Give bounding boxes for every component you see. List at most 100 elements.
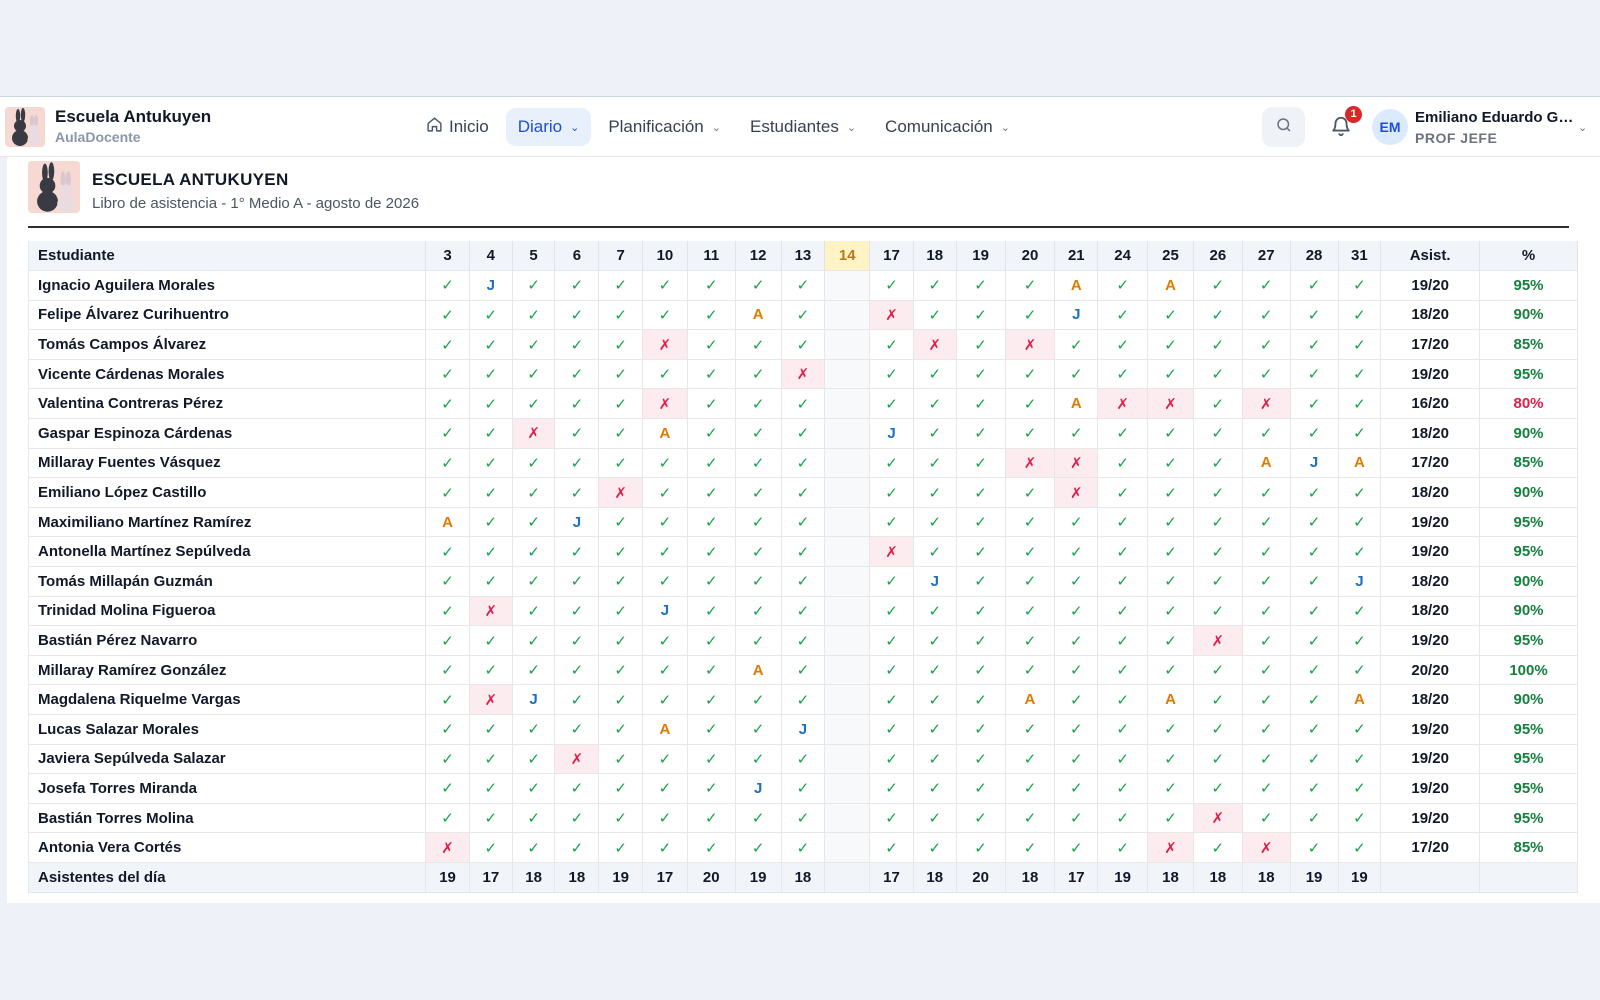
present-mark[interactable]: ✓ xyxy=(425,803,470,834)
present-mark[interactable]: ✓ xyxy=(687,329,736,360)
present-mark[interactable]: ✓ xyxy=(735,596,782,627)
present-mark[interactable]: ✓ xyxy=(1338,832,1382,863)
present-mark[interactable]: ✓ xyxy=(913,714,957,745)
present-mark[interactable]: ✓ xyxy=(913,300,957,331)
present-mark[interactable]: ✓ xyxy=(781,448,826,479)
present-mark[interactable]: ✓ xyxy=(425,270,470,301)
present-mark[interactable]: ✓ xyxy=(781,507,826,538)
present-mark[interactable]: ✓ xyxy=(1005,596,1056,627)
present-mark[interactable]: ✓ xyxy=(735,744,782,775)
present-mark[interactable]: ✓ xyxy=(512,832,556,863)
late-mark[interactable]: A xyxy=(425,507,470,538)
present-mark[interactable]: ✓ xyxy=(781,625,826,656)
present-mark[interactable]: ✓ xyxy=(512,655,556,686)
present-mark[interactable]: ✓ xyxy=(598,773,644,804)
present-mark[interactable]: ✓ xyxy=(1097,418,1149,449)
present-mark[interactable]: ✓ xyxy=(735,359,782,390)
present-mark[interactable]: ✓ xyxy=(554,773,600,804)
late-mark[interactable]: A xyxy=(642,418,688,449)
present-mark[interactable]: ✓ xyxy=(781,773,826,804)
present-mark[interactable]: ✓ xyxy=(554,359,600,390)
present-mark[interactable]: ✓ xyxy=(687,684,736,715)
present-mark[interactable]: ✓ xyxy=(598,744,644,775)
present-mark[interactable]: ✓ xyxy=(1005,714,1056,745)
present-mark[interactable]: ✓ xyxy=(956,803,1006,834)
present-mark[interactable]: ✓ xyxy=(1147,714,1194,745)
justified-mark[interactable]: J xyxy=(554,507,600,538)
present-mark[interactable]: ✓ xyxy=(425,655,470,686)
present-mark[interactable]: ✓ xyxy=(913,803,957,834)
present-mark[interactable]: ✓ xyxy=(1097,536,1149,568)
present-mark[interactable]: ✓ xyxy=(469,832,513,863)
search-button[interactable] xyxy=(1262,107,1305,147)
present-mark[interactable]: ✓ xyxy=(642,832,688,863)
present-mark[interactable]: ✓ xyxy=(469,448,513,479)
present-mark[interactable]: ✓ xyxy=(1338,359,1382,390)
present-mark[interactable]: ✓ xyxy=(512,448,556,479)
present-mark[interactable]: ✓ xyxy=(869,832,914,863)
present-mark[interactable]: ✓ xyxy=(913,832,957,863)
present-mark[interactable]: ✓ xyxy=(1338,477,1382,508)
present-mark[interactable]: ✓ xyxy=(1054,714,1099,745)
present-mark[interactable]: ✓ xyxy=(1193,655,1243,686)
present-mark[interactable]: ✓ xyxy=(869,625,914,656)
present-mark[interactable]: ✓ xyxy=(1097,625,1149,656)
present-mark[interactable]: ✓ xyxy=(642,655,688,686)
present-mark[interactable]: ✓ xyxy=(869,329,914,360)
present-mark[interactable]: ✓ xyxy=(1097,832,1149,863)
present-mark[interactable]: ✓ xyxy=(554,300,600,331)
present-mark[interactable]: ✓ xyxy=(1193,773,1243,804)
present-mark[interactable]: ✓ xyxy=(781,477,826,508)
present-mark[interactable]: ✓ xyxy=(1054,596,1099,627)
present-mark[interactable]: ✓ xyxy=(1290,536,1339,568)
present-mark[interactable]: ✓ xyxy=(469,744,513,775)
present-mark[interactable]: ✓ xyxy=(469,388,513,420)
present-mark[interactable]: ✓ xyxy=(869,566,914,597)
present-mark[interactable]: ✓ xyxy=(1338,625,1382,656)
justified-mark[interactable]: J xyxy=(512,684,556,715)
absent-mark[interactable]: ✗ xyxy=(1054,477,1099,508)
justified-mark[interactable]: J xyxy=(781,714,826,745)
present-mark[interactable]: ✓ xyxy=(1054,803,1099,834)
present-mark[interactable]: ✓ xyxy=(1054,566,1099,597)
present-mark[interactable]: ✓ xyxy=(1193,566,1243,597)
present-mark[interactable]: ✓ xyxy=(1290,359,1339,390)
present-mark[interactable]: ✓ xyxy=(1054,684,1099,715)
present-mark[interactable]: ✓ xyxy=(425,684,470,715)
present-mark[interactable]: ✓ xyxy=(425,566,470,597)
present-mark[interactable]: ✓ xyxy=(869,655,914,686)
present-mark[interactable]: ✓ xyxy=(735,803,782,834)
present-mark[interactable]: ✓ xyxy=(1097,448,1149,479)
present-mark[interactable]: ✓ xyxy=(1005,359,1056,390)
present-mark[interactable]: ✓ xyxy=(735,477,782,508)
late-mark[interactable]: A xyxy=(1338,448,1382,479)
present-mark[interactable]: ✓ xyxy=(1097,329,1149,360)
present-mark[interactable]: ✓ xyxy=(869,359,914,390)
present-mark[interactable]: ✓ xyxy=(687,625,736,656)
present-mark[interactable]: ✓ xyxy=(687,832,736,863)
present-mark[interactable]: ✓ xyxy=(687,448,736,479)
present-mark[interactable]: ✓ xyxy=(554,536,600,568)
absent-mark[interactable]: ✗ xyxy=(469,684,513,715)
present-mark[interactable]: ✓ xyxy=(781,300,826,331)
present-mark[interactable]: ✓ xyxy=(1097,270,1149,301)
present-mark[interactable]: ✓ xyxy=(869,477,914,508)
present-mark[interactable]: ✓ xyxy=(1242,714,1291,745)
notifications-button[interactable]: 1 xyxy=(1330,106,1362,140)
present-mark[interactable]: ✓ xyxy=(1290,803,1339,834)
present-mark[interactable]: ✓ xyxy=(1290,684,1339,715)
present-mark[interactable]: ✓ xyxy=(913,655,957,686)
present-mark[interactable]: ✓ xyxy=(956,270,1006,301)
absent-mark[interactable]: ✗ xyxy=(469,596,513,627)
present-mark[interactable]: ✓ xyxy=(512,714,556,745)
present-mark[interactable]: ✓ xyxy=(642,477,688,508)
present-mark[interactable]: ✓ xyxy=(1005,832,1056,863)
nav-item-comunicacion[interactable]: Comunicación ⌄ xyxy=(873,108,1022,146)
present-mark[interactable]: ✓ xyxy=(687,744,736,775)
present-mark[interactable]: ✓ xyxy=(1054,359,1099,390)
present-mark[interactable]: ✓ xyxy=(1005,418,1056,449)
late-mark[interactable]: A xyxy=(735,300,782,331)
present-mark[interactable]: ✓ xyxy=(1290,388,1339,420)
justified-mark[interactable]: J xyxy=(1054,300,1099,331)
present-mark[interactable]: ✓ xyxy=(956,448,1006,479)
